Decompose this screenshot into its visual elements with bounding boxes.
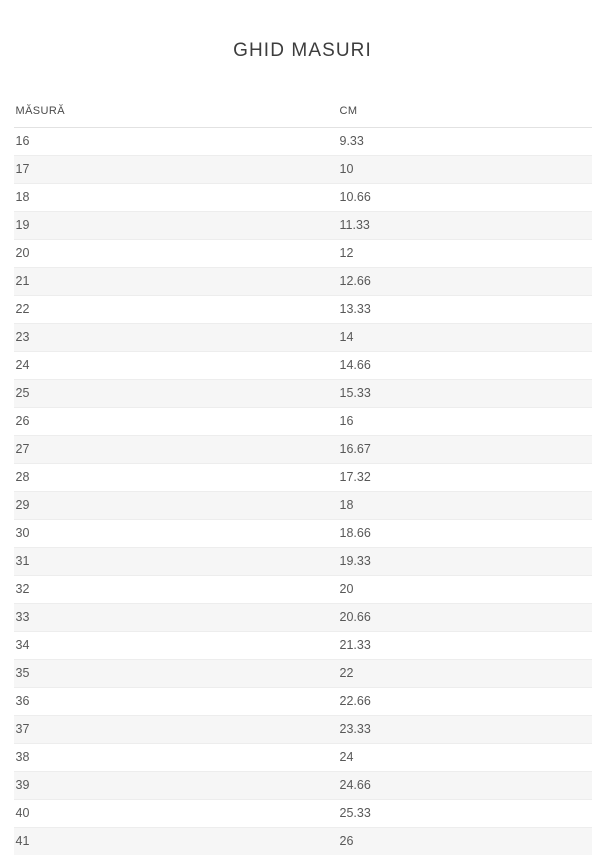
cell-cm: 13.33 <box>339 295 592 325</box>
table-row: 32 20 <box>13 575 592 605</box>
cell-cm: 10 <box>339 155 592 185</box>
cell-size: 40 <box>13 799 340 829</box>
table-row: 39 24.66 <box>13 771 592 801</box>
size-table-container: MĂSURĂ CM 16 9.33 17 10 18 10.66 19 11.33 20 12 21… <box>13 75 592 855</box>
table-row: 19 11.33 <box>13 211 592 241</box>
cell-size: 23 <box>13 323 340 353</box>
cell-cm: 19.33 <box>339 547 592 577</box>
table-row: 38 24 <box>13 743 592 773</box>
cell-cm: 16 <box>339 407 592 437</box>
cell-size: 25 <box>13 379 340 409</box>
table-row: 22 13.33 <box>13 295 592 325</box>
cell-size: 38 <box>13 743 340 773</box>
cell-cm: 10.66 <box>339 183 592 213</box>
cell-size: 24 <box>13 351 340 381</box>
cell-size: 27 <box>13 435 340 465</box>
cell-cm: 22.66 <box>339 687 592 717</box>
cell-size: 34 <box>13 631 340 661</box>
cell-cm: 14 <box>339 323 592 353</box>
table-row: 23 14 <box>13 323 592 353</box>
table-row: 27 16.67 <box>13 435 592 465</box>
table-row: 18 10.66 <box>13 183 592 213</box>
cell-size: 17 <box>13 155 340 185</box>
table-row: 28 17.32 <box>13 463 592 493</box>
cell-size: 16 <box>13 127 340 157</box>
table-row: 25 15.33 <box>13 379 592 409</box>
cell-cm: 18 <box>339 491 592 521</box>
cell-size: 35 <box>13 659 340 689</box>
table-row: 34 21.33 <box>13 631 592 661</box>
table-row: 24 14.66 <box>13 351 592 381</box>
table-row: 31 19.33 <box>13 547 592 577</box>
table-row: 33 20.66 <box>13 603 592 633</box>
cell-cm: 24.66 <box>339 771 592 801</box>
cell-cm: 25.33 <box>339 799 592 829</box>
cell-cm: 24 <box>339 743 592 773</box>
cell-cm: 12 <box>339 239 592 269</box>
cell-cm: 14.66 <box>339 351 592 381</box>
cell-size: 36 <box>13 687 340 717</box>
cell-cm: 17.32 <box>339 463 592 493</box>
table-row: 30 18.66 <box>13 519 592 549</box>
table-row: 29 18 <box>13 491 592 521</box>
page-title-container: GHID MASURI <box>0 0 605 75</box>
table-row: 41 26 <box>13 827 592 855</box>
table-row: 35 22 <box>13 659 592 689</box>
cell-size: 37 <box>13 715 340 745</box>
cell-size: 30 <box>13 519 340 549</box>
table-row: 36 22.66 <box>13 687 592 717</box>
cell-size: 28 <box>13 463 340 493</box>
table-row: 26 16 <box>13 407 592 437</box>
cell-cm: 18.66 <box>339 519 592 549</box>
cell-size: 18 <box>13 183 340 213</box>
cell-size: 32 <box>13 575 340 605</box>
cell-size: 31 <box>13 547 340 577</box>
table-row: 16 9.33 <box>13 127 592 157</box>
column-header-cm: CM <box>339 105 592 129</box>
page-title: GHID MASURI <box>233 39 372 61</box>
table-body: 16 9.33 17 10 18 10.66 19 11.33 20 12 21 12.66 22 13.… <box>13 127 592 855</box>
table-row: 21 12.66 <box>13 267 592 297</box>
cell-size: 29 <box>13 491 340 521</box>
cell-cm: 22 <box>339 659 592 689</box>
cell-cm: 23.33 <box>339 715 592 745</box>
table-row: 20 12 <box>13 239 592 269</box>
cell-size: 39 <box>13 771 340 801</box>
cell-cm: 16.67 <box>339 435 592 465</box>
table-row: 40 25.33 <box>13 799 592 829</box>
cell-cm: 11.33 <box>339 211 592 241</box>
size-guide-table: MĂSURĂ CM 16 9.33 17 10 18 10.66 19 11.33 20 12 21… <box>13 105 592 855</box>
column-header-size: MĂSURĂ <box>13 105 340 129</box>
table-header-row: MĂSURĂ CM <box>13 105 592 129</box>
cell-size: 22 <box>13 295 340 325</box>
cell-cm: 12.66 <box>339 267 592 297</box>
cell-cm: 20 <box>339 575 592 605</box>
cell-cm: 15.33 <box>339 379 592 409</box>
cell-cm: 20.66 <box>339 603 592 633</box>
cell-size: 21 <box>13 267 340 297</box>
cell-cm: 21.33 <box>339 631 592 661</box>
table-header: MĂSURĂ CM <box>13 105 592 129</box>
cell-cm: 26 <box>339 827 592 855</box>
cell-size: 33 <box>13 603 340 633</box>
cell-cm: 9.33 <box>339 127 592 157</box>
table-row: 17 10 <box>13 155 592 185</box>
table-row: 37 23.33 <box>13 715 592 745</box>
cell-size: 41 <box>13 827 340 855</box>
cell-size: 19 <box>13 211 340 241</box>
cell-size: 26 <box>13 407 340 437</box>
cell-size: 20 <box>13 239 340 269</box>
